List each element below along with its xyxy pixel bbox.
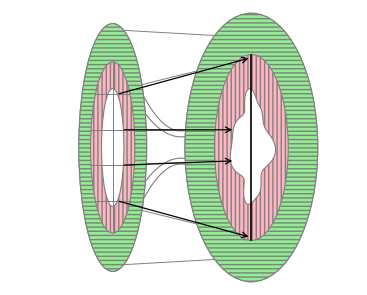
- Ellipse shape: [214, 55, 288, 240]
- Ellipse shape: [79, 24, 147, 271]
- Ellipse shape: [185, 13, 318, 282]
- Ellipse shape: [91, 62, 135, 233]
- Ellipse shape: [214, 55, 288, 240]
- Ellipse shape: [102, 88, 124, 206]
- Ellipse shape: [91, 62, 135, 233]
- Polygon shape: [230, 89, 276, 204]
- Polygon shape: [116, 13, 250, 282]
- Ellipse shape: [79, 24, 147, 271]
- Ellipse shape: [102, 88, 124, 206]
- Ellipse shape: [185, 13, 318, 282]
